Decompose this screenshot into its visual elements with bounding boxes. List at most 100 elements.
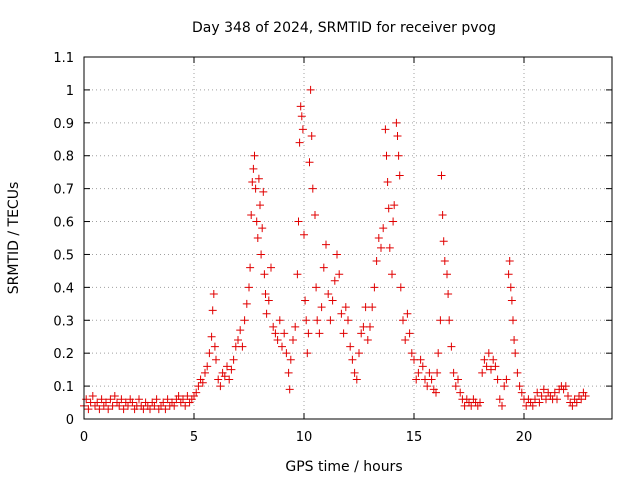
data-point (487, 365, 495, 374)
data-point (416, 355, 425, 364)
data-point (203, 362, 212, 371)
axis-ticks (83, 56, 612, 420)
y-tick-label: 0.2 (53, 347, 74, 362)
y-tick-label: 0 (66, 413, 74, 428)
data-point (124, 401, 132, 410)
data-point (300, 230, 308, 239)
data-point (505, 257, 514, 266)
data-point (257, 250, 266, 259)
data-point (352, 375, 361, 384)
data-point (271, 329, 280, 338)
data-point (379, 224, 388, 233)
data-point (388, 270, 396, 279)
y-tick-label: 0.5 (53, 248, 74, 263)
data-point (322, 240, 330, 249)
data-point (401, 336, 410, 345)
data-point (115, 401, 124, 410)
data-point (252, 217, 261, 226)
data-point (282, 349, 291, 358)
data-point (433, 368, 442, 377)
data-point (510, 336, 519, 345)
data-point (106, 395, 115, 404)
data-point (315, 329, 324, 338)
y-tick-labels: 0 0.1 0.2 0.3 0.4 0.5 0.6 0.7 0.8 0.9 1 1.1 (53, 51, 74, 428)
y-tick-label: 0.4 (53, 281, 74, 296)
data-point (227, 365, 236, 374)
data-point (88, 391, 97, 400)
data-point (267, 263, 275, 272)
data-point (495, 395, 504, 404)
data-point (324, 289, 333, 298)
data-point (254, 174, 263, 183)
data-point (355, 349, 363, 358)
data-point (220, 372, 229, 381)
data-point (498, 401, 506, 410)
data-point (581, 391, 590, 400)
data-point (135, 395, 143, 404)
data-point (511, 349, 520, 358)
data-point (344, 316, 352, 325)
data-point (374, 234, 383, 242)
data-point (295, 138, 304, 147)
y-tick-label: 0.6 (53, 216, 74, 231)
data-point (533, 388, 542, 397)
data-point (493, 375, 502, 384)
y-tick-label: 0.7 (53, 183, 74, 198)
x-tick-label: 10 (296, 430, 313, 445)
y-axis-title: SRMTID / TECUs (6, 182, 22, 295)
data-point (382, 151, 391, 160)
data-point (146, 405, 154, 414)
data-point (414, 368, 423, 377)
data-point (434, 349, 443, 358)
data-point (337, 309, 346, 318)
x-axis-title: GPS time / hours (285, 459, 402, 475)
x-tick-label: 0 (80, 430, 88, 445)
data-point (159, 398, 168, 407)
data-point (236, 326, 245, 335)
data-point (296, 102, 305, 111)
data-point (84, 405, 93, 414)
chart-title: Day 348 of 2024, SRMTID for receiver pvo… (192, 20, 496, 36)
data-point (377, 243, 385, 252)
data-point (249, 164, 258, 173)
y-tick-label: 1.1 (53, 51, 74, 66)
data-point (326, 316, 335, 325)
data-point (339, 329, 348, 338)
data-point (515, 382, 524, 391)
data-point (264, 296, 273, 305)
y-tick-label: 0.8 (53, 150, 74, 165)
data-point (427, 375, 436, 384)
grid (84, 57, 612, 419)
data-point (229, 355, 238, 364)
data-point (192, 388, 201, 397)
data-point (484, 349, 493, 358)
data-point (412, 375, 421, 384)
data-point (482, 362, 491, 371)
data-point (439, 237, 448, 246)
data-point (246, 263, 255, 272)
data-point (253, 234, 262, 242)
data-point (313, 316, 322, 325)
data-point (335, 270, 344, 279)
data-point (328, 296, 337, 305)
data-point (432, 388, 440, 397)
data-point (181, 401, 190, 410)
data-point (389, 217, 398, 226)
data-point (454, 375, 462, 384)
data-point (491, 362, 500, 371)
data-point (250, 151, 259, 160)
data-point (504, 270, 513, 279)
data-point (550, 388, 559, 397)
data-point (170, 401, 179, 410)
data-point (568, 401, 577, 410)
data-point (205, 349, 214, 358)
y-tick-label: 1 (66, 84, 74, 99)
data-point (298, 125, 307, 134)
data-point (301, 296, 310, 305)
data-point (436, 316, 445, 325)
y-tick-label: 0.9 (53, 117, 74, 132)
data-point (425, 368, 434, 377)
data-point (97, 395, 106, 404)
data-point (110, 391, 119, 400)
